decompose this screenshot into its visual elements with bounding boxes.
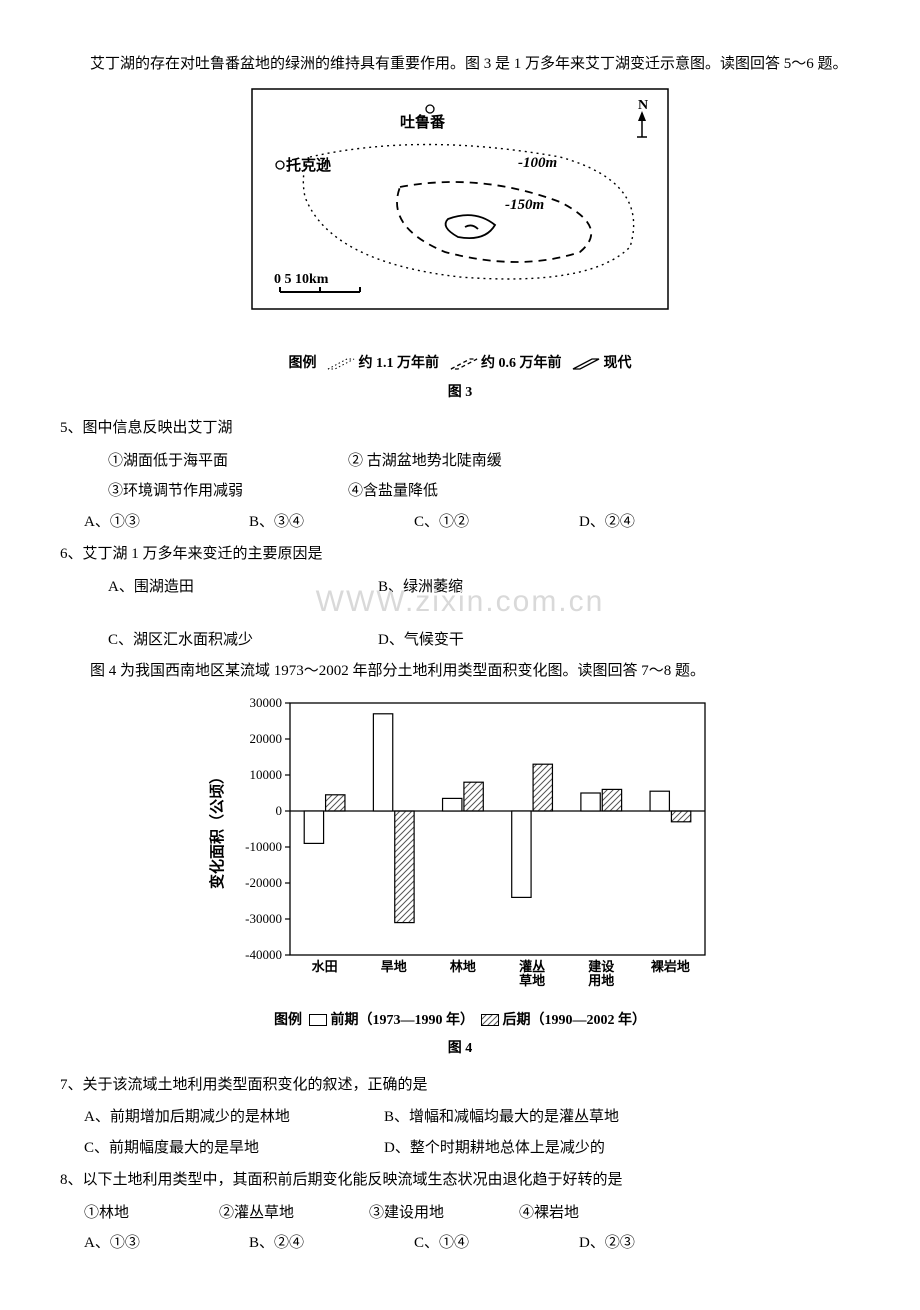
q5-opt-b: B、③④: [249, 508, 414, 537]
turpan-marker: [426, 105, 434, 113]
svg-text:裸岩地: 裸岩地: [651, 959, 690, 974]
svg-text:水田: 水田: [312, 959, 338, 974]
q8-opt-d: D、②③: [579, 1229, 744, 1258]
contour-100-label: -100m: [518, 155, 557, 171]
figure-3-svg: N 吐鲁番 托克逊 -100m -150m 0 5 10km: [250, 87, 670, 337]
intro-text-1: 艾丁湖的存在对吐鲁番盆地的绿洲的维持具有重要作用。图 3 是 1 万多年来艾丁湖…: [60, 50, 860, 79]
svg-text:旱地: 旱地: [381, 959, 407, 974]
q6-row-1: A、围湖造田 B、绿洲萎缩: [60, 573, 860, 602]
north-arrow: N: [637, 98, 648, 137]
q8-options: A、①③ B、②④ C、①④ D、②③: [60, 1229, 860, 1258]
svg-text:-40000: -40000: [245, 947, 282, 962]
tuokexun-marker: [276, 161, 284, 169]
q5-sub-1: ①湖面低于海平面 ② 古湖盆地势北陡南缓: [60, 447, 860, 476]
svg-text:20000: 20000: [250, 731, 283, 746]
svg-text:0 5 10km: 0 5 10km: [274, 272, 329, 287]
figure-3: N 吐鲁番 托克逊 -100m -150m 0 5 10km 图例 约: [60, 87, 860, 407]
q8-stem: 8、以下土地利用类型中，其面积前后期变化能反映流域生态状况由退化趋于好转的是: [60, 1166, 860, 1195]
svg-text:-10000: -10000: [245, 839, 282, 854]
q5-sub-2: ③环境调节作用减弱 ④含盐量降低: [60, 477, 860, 506]
q5-opt-c: C、①②: [414, 508, 579, 537]
figure-4-title: 图 4: [60, 1036, 860, 1063]
svg-text:用地: 用地: [587, 973, 614, 988]
q7-stem: 7、关于该流域土地利用类型面积变化的叙述，正确的是: [60, 1071, 860, 1100]
contour-150-label: -150m: [505, 197, 544, 213]
q8-opt-c: C、①④: [414, 1229, 579, 1258]
svg-text:0: 0: [276, 803, 283, 818]
figure-3-title: 图 3: [60, 380, 860, 407]
svg-text:-20000: -20000: [245, 875, 282, 890]
svg-text:林地: 林地: [450, 959, 476, 974]
q5-options: A、①③ B、③④ C、①② D、②④: [60, 508, 860, 537]
svg-text:灌丛: 灌丛: [519, 959, 545, 974]
figure-4: -40000 -30000 -20000 -10000 0 10000 20000 30000…: [60, 693, 860, 1063]
intro-text-2: 图 4 为我国西南地区某流域 1973～2002 年部分土地利用类型面积变化图。…: [60, 657, 860, 686]
figure-3-legend: 图例 约 1.1 万年前 约 0.6 万年前 现代: [60, 351, 860, 378]
turpan-label: 吐鲁番: [400, 113, 446, 131]
lake-outline-modern: [446, 215, 495, 238]
svg-text:草地: 草地: [519, 973, 545, 988]
svg-text:N: N: [638, 98, 648, 113]
q8-opt-b: B、②④: [249, 1229, 414, 1258]
q5-stem: 5、图中信息反映出艾丁湖: [60, 414, 860, 443]
q8-subs: ①林地 ②灌丛草地 ③建设用地 ④裸岩地: [60, 1199, 860, 1228]
svg-text:变化面积（公顷）: 变化面积（公顷）: [208, 769, 226, 889]
q5-opt-d: D、②④: [579, 508, 744, 537]
q6-stem: 6、艾丁湖 1 万多年来变迁的主要原因是: [60, 540, 860, 569]
lake-outline-ancient: [303, 144, 633, 279]
q5-opt-a: A、①③: [84, 508, 249, 537]
q8-opt-a: A、①③: [84, 1229, 249, 1258]
svg-text:建设: 建设: [588, 959, 615, 974]
q7-row-2: C、前期幅度最大的是旱地 D、整个时期耕地总体上是减少的: [60, 1134, 860, 1163]
figure-4-svg: -40000 -30000 -20000 -10000 0 10000 20000 30000…: [200, 693, 720, 993]
svg-text:10000: 10000: [250, 767, 283, 782]
svg-text:30000: 30000: [250, 695, 283, 710]
q6-row-2: C、湖区汇水面积减少 D、气候变干: [60, 626, 860, 655]
figure-4-legend: 图例 前期（1973—1990 年） 后期（1990—2002 年）: [60, 1008, 860, 1035]
lake-outline-mid: [397, 182, 591, 262]
scale-bar: 0 5 10km: [274, 272, 360, 292]
svg-text:-30000: -30000: [245, 911, 282, 926]
q7-row-1: A、前期增加后期减少的是林地 B、增幅和减幅均最大的是灌丛草地: [60, 1103, 860, 1132]
